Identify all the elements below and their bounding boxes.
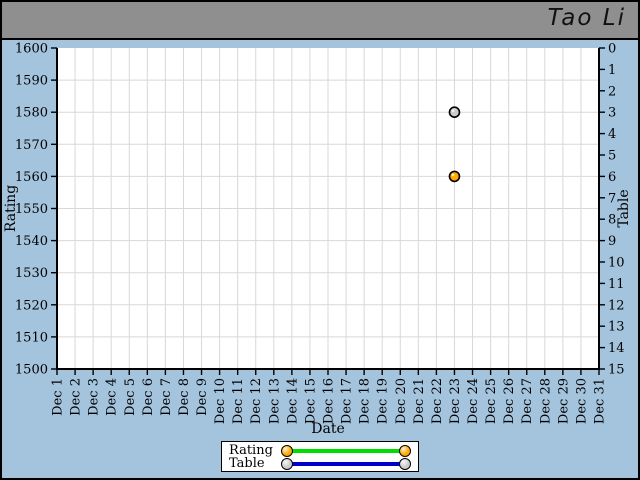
chart-title: Tao Li — [547, 5, 626, 31]
rating-marker-icon — [281, 444, 293, 457]
x-tick-label: Dec 13 — [267, 378, 282, 424]
y-tick-label-left: 1550 — [15, 202, 48, 217]
right-axis-title: Table — [616, 189, 632, 227]
x-tick-label: Dec 26 — [502, 378, 517, 424]
rating-series-marker — [281, 444, 411, 457]
x-tick-label: Dec 20 — [394, 378, 409, 424]
data-point-highlight — [451, 109, 455, 113]
x-tick-label: Dec 12 — [249, 378, 264, 424]
legend: Rating Table — [221, 441, 419, 472]
table-series-marker — [281, 457, 411, 470]
table-line-icon — [291, 461, 401, 466]
header: Tao Li — [2, 2, 638, 40]
data-point-highlight — [451, 173, 455, 177]
legend-label-table: Table — [229, 456, 265, 471]
rating-marker-icon — [399, 444, 411, 457]
x-tick-label: Dec 15 — [303, 378, 318, 424]
x-tick-label: Dec 4 — [105, 378, 120, 416]
y-tick-label-left: 1510 — [15, 330, 48, 345]
y-tick-label-right: 10 — [608, 256, 625, 271]
x-tick-label: Dec 24 — [466, 378, 481, 424]
y-tick-label-right: 0 — [608, 42, 616, 57]
y-tick-label-right: 2 — [608, 84, 616, 99]
x-axis-title: Date — [311, 421, 344, 437]
y-tick-label-left: 1560 — [15, 170, 48, 185]
x-tick-label: Dec 18 — [358, 378, 373, 424]
x-tick-label: Dec 2 — [69, 378, 84, 416]
y-tick-label-left: 1570 — [15, 138, 48, 153]
y-tick-label-right: 3 — [608, 106, 616, 121]
x-tick-label: Dec 30 — [574, 378, 589, 424]
y-tick-label-right: 7 — [608, 191, 616, 206]
y-tick-label-right: 11 — [608, 277, 625, 292]
y-tick-label-left: 1530 — [15, 266, 48, 281]
x-tick-label: Dec 25 — [484, 378, 499, 424]
y-tick-label-left: 1600 — [15, 42, 48, 57]
y-tick-label-right: 8 — [608, 213, 616, 228]
x-tick-label: Dec 27 — [520, 378, 535, 424]
legend-row-table: Table — [229, 457, 411, 470]
y-tick-label-right: 9 — [608, 234, 616, 249]
x-tick-label: Dec 21 — [412, 378, 427, 424]
left-axis-title: Rating — [3, 185, 19, 232]
y-tick-label-right: 4 — [608, 127, 616, 142]
y-tick-label-left: 1540 — [15, 234, 48, 249]
x-tick-label: Dec 11 — [231, 378, 246, 424]
x-tick-label: Dec 3 — [87, 378, 102, 416]
y-tick-label-right: 5 — [608, 149, 616, 164]
x-tick-label: Dec 5 — [123, 378, 138, 416]
x-tick-label: Dec 22 — [430, 378, 445, 424]
x-tick-label: Dec 16 — [322, 378, 337, 424]
legend-row-rating: Rating — [229, 444, 411, 457]
table-marker-icon — [399, 457, 411, 470]
y-tick-label-right: 13 — [608, 320, 625, 335]
x-tick-label: Dec 29 — [556, 378, 571, 424]
x-tick-label: Dec 19 — [376, 378, 391, 424]
y-tick-label-right: 12 — [608, 298, 625, 313]
x-tick-label: Dec 28 — [538, 378, 553, 424]
rating-line-icon — [291, 448, 401, 453]
y-tick-label-left: 1500 — [15, 363, 48, 378]
y-tick-label-right: 14 — [608, 341, 625, 356]
x-tick-label: Dec 31 — [593, 378, 608, 424]
y-tick-label-right: 15 — [608, 363, 625, 378]
y-tick-label-left: 1580 — [15, 106, 48, 121]
x-tick-label: Dec 14 — [285, 378, 300, 424]
data-point-rating — [448, 170, 461, 183]
legend-label-rating: Rating — [229, 443, 273, 458]
x-tick-label: Dec 17 — [340, 378, 355, 424]
table-marker-icon — [281, 457, 293, 470]
x-tick-label: Dec 10 — [213, 378, 228, 424]
x-tick-label: Dec 7 — [159, 378, 174, 416]
x-tick-label: Dec 9 — [195, 378, 210, 416]
y-tick-label-left: 1520 — [15, 298, 48, 313]
x-tick-label: Dec 23 — [448, 378, 463, 424]
x-tick-label: Dec 8 — [177, 378, 192, 416]
y-tick-label-right: 1 — [608, 63, 616, 78]
x-tick-label: Dec 1 — [51, 378, 66, 416]
data-point-table — [448, 106, 461, 118]
x-tick-label: Dec 6 — [141, 378, 156, 416]
y-tick-label-left: 1590 — [15, 74, 48, 89]
y-tick-label-right: 6 — [608, 170, 616, 185]
